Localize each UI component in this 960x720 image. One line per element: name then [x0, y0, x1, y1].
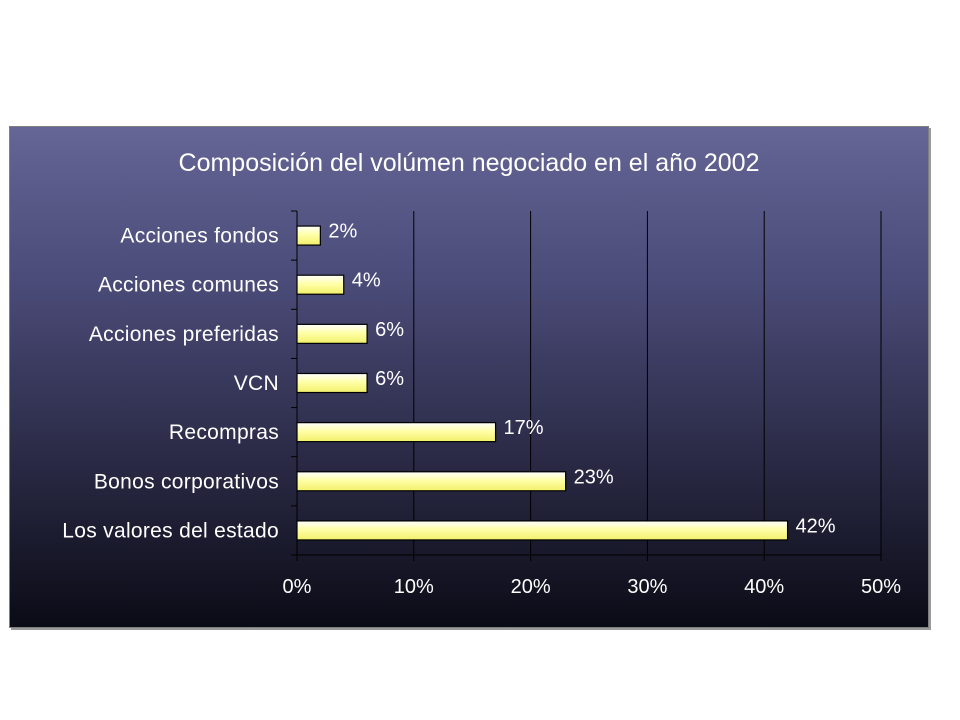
bar-chart: Composición del volúmen negociado en el …: [62, 149, 901, 598]
x-tick-label: 40%: [744, 576, 784, 598]
bar: [296, 422, 497, 443]
category-label: Recompras: [169, 421, 279, 444]
category-label: VCN: [234, 372, 279, 395]
category-label: Bonos corporativos: [94, 470, 279, 493]
bar: [296, 323, 368, 344]
data-label: 2%: [328, 221, 357, 243]
data-label: 6%: [375, 368, 404, 390]
x-tick-label: 50%: [861, 576, 901, 598]
bar: [296, 225, 321, 246]
data-label: 4%: [352, 270, 381, 292]
bar: [296, 372, 368, 394]
chart-frame: Composición del volúmen negociado en el …: [9, 126, 929, 628]
x-tick-label: 10%: [394, 576, 434, 598]
bar: [296, 471, 567, 492]
labels: 0% 10% 20% 30% 40% 50% Acciones fondos 2% Accion…: [62, 221, 901, 598]
category-label: Los valores del estado: [62, 519, 279, 542]
category-label: Acciones comunes: [98, 274, 279, 297]
category-label: Acciones fondos: [120, 225, 279, 248]
data-label: 42%: [796, 515, 836, 537]
x-tick-label: 20%: [511, 576, 551, 598]
data-label: 17%: [504, 417, 544, 439]
chart-title: Composición del volúmen negociado en el …: [179, 149, 760, 177]
data-label: 6%: [375, 319, 404, 341]
x-tick-label: 0%: [283, 576, 312, 598]
bar: [296, 274, 345, 295]
gridlines: [413, 211, 882, 555]
data-label: 23%: [574, 466, 614, 488]
bar: [296, 520, 789, 541]
x-tick-label: 30%: [627, 576, 667, 598]
bars: [296, 225, 789, 541]
category-label: Acciones preferidas: [89, 323, 279, 346]
